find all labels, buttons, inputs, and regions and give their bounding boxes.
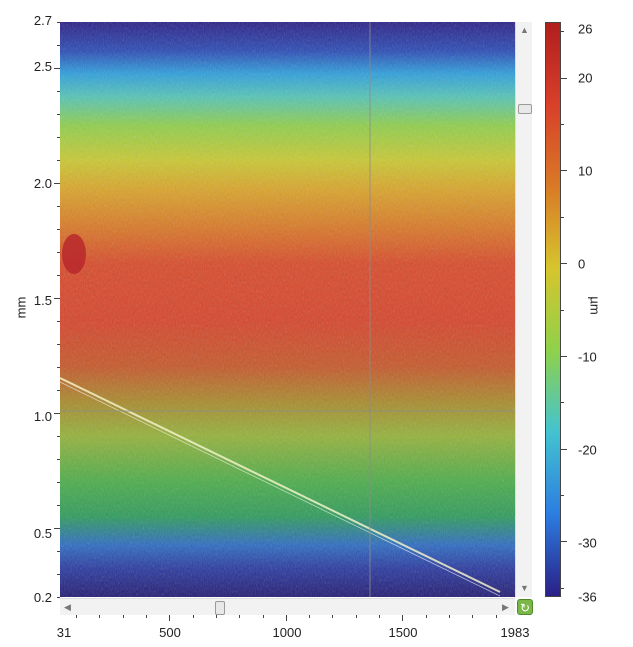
colorbar-tick-label: 26 xyxy=(578,21,593,37)
x-axis-tick xyxy=(262,615,264,618)
x-axis-tick xyxy=(309,615,311,618)
arrow-left-icon[interactable]: ◀ xyxy=(64,602,71,612)
colorbar-tick xyxy=(561,448,567,450)
arrow-up-icon[interactable]: ▲ xyxy=(520,25,529,35)
y-axis-tick xyxy=(57,137,60,138)
y-axis-tick xyxy=(57,390,60,391)
colorbar-tick-label: -10 xyxy=(578,349,597,365)
colorbar-tick xyxy=(561,31,564,33)
surface-heatmap[interactable] xyxy=(60,22,515,597)
colorbar-tick xyxy=(561,170,567,172)
y-axis-tick xyxy=(57,206,60,207)
x-axis-tick xyxy=(355,615,357,618)
x-axis-tick xyxy=(169,615,171,621)
colorbar-tick xyxy=(561,355,567,357)
x-axis-tick xyxy=(215,615,217,618)
colorbar-tick xyxy=(561,587,564,589)
y-axis-tick xyxy=(57,482,60,483)
x-tick-label: 500 xyxy=(159,625,181,640)
horizontal-scrollbar[interactable]: ◀ ▶ xyxy=(60,598,515,615)
x-axis-tick xyxy=(495,615,497,618)
arrow-right-icon[interactable]: ▶ xyxy=(502,602,509,612)
x-axis-tick xyxy=(239,615,241,618)
y-axis-tick xyxy=(57,367,60,368)
x-axis-tick xyxy=(425,615,427,618)
y-axis-tick xyxy=(57,22,60,23)
y-axis-tick xyxy=(54,298,60,299)
colorbar-tick xyxy=(561,216,564,218)
arrow-down-icon[interactable]: ▼ xyxy=(520,583,529,593)
y-axis-tick xyxy=(57,436,60,437)
y-axis-tick xyxy=(57,91,60,92)
y-tick-label: 2.7 xyxy=(33,13,52,28)
vertical-scrollbar[interactable]: ▲ ▼ xyxy=(515,22,532,597)
x-tick-label: 1000 xyxy=(272,625,302,640)
colorbar-tick-label: 10 xyxy=(578,163,593,179)
colorbar-tick-label: -36 xyxy=(578,589,597,605)
colorbar-tick xyxy=(561,77,567,79)
x-axis-tick xyxy=(332,615,334,618)
x-axis-tick xyxy=(449,615,451,618)
y-tick-label: 2.5 xyxy=(33,59,52,74)
y-tick-label: 0.2 xyxy=(33,590,52,605)
colorbar-tick xyxy=(561,124,564,126)
colorbar-tick xyxy=(561,541,567,543)
y-tick-label: 2.0 xyxy=(33,176,52,191)
x-axis-tick xyxy=(146,615,147,618)
y-axis-tick xyxy=(57,574,60,575)
y-axis-tick xyxy=(54,413,60,414)
x-tick-label: 1983 xyxy=(500,625,530,640)
refresh-icon[interactable]: ↻ xyxy=(517,599,533,615)
y-tick-label: 0.5 xyxy=(33,526,52,541)
colorbar-tick xyxy=(561,309,564,311)
y-axis-tick xyxy=(54,528,60,529)
y-axis-tick xyxy=(57,229,60,230)
x-axis-tick xyxy=(285,615,287,621)
x-tick-label: 1500 xyxy=(388,625,418,640)
colorbar-tick-label: -30 xyxy=(578,535,597,551)
colorbar-tick xyxy=(561,402,564,404)
colorbar-tick-label: -20 xyxy=(578,442,597,458)
y-axis-tick xyxy=(57,160,60,161)
color-scale-bar xyxy=(545,22,561,597)
y-axis-tick xyxy=(57,275,60,276)
x-axis-tick xyxy=(472,615,474,618)
colorbar-title: µm xyxy=(587,296,603,315)
colorbar-tick-label: 20 xyxy=(578,70,593,86)
colorbar-tick xyxy=(561,494,564,496)
x-axis-tick xyxy=(402,615,404,621)
vertical-scroll-thumb[interactable] xyxy=(518,104,532,114)
y-axis-tick xyxy=(57,252,60,253)
y-axis-tick xyxy=(54,183,60,184)
y-axis-tick xyxy=(57,321,60,322)
y-axis-tick xyxy=(57,551,60,552)
x-axis-tick xyxy=(76,615,78,618)
y-axis-tick xyxy=(57,45,60,46)
x-tick-label: 31 xyxy=(56,625,72,640)
y-axis-tick xyxy=(57,597,60,598)
colorbar-tick-label: 0 xyxy=(578,256,586,272)
x-axis-tick xyxy=(192,615,194,618)
y-axis-tick xyxy=(57,344,60,345)
y-axis-tick xyxy=(57,505,60,506)
y-axis-tick xyxy=(57,114,60,115)
x-axis-tick xyxy=(122,615,124,618)
y-axis-tick xyxy=(54,68,60,69)
x-axis-tick xyxy=(379,615,381,618)
y-tick-label: 1.0 xyxy=(33,409,52,424)
y-tick-label: 1.5 xyxy=(33,293,52,308)
horizontal-scroll-thumb[interactable] xyxy=(215,601,225,615)
colorbar-tick xyxy=(561,263,567,265)
x-axis-tick xyxy=(99,615,101,618)
y-axis-tick xyxy=(57,459,60,460)
